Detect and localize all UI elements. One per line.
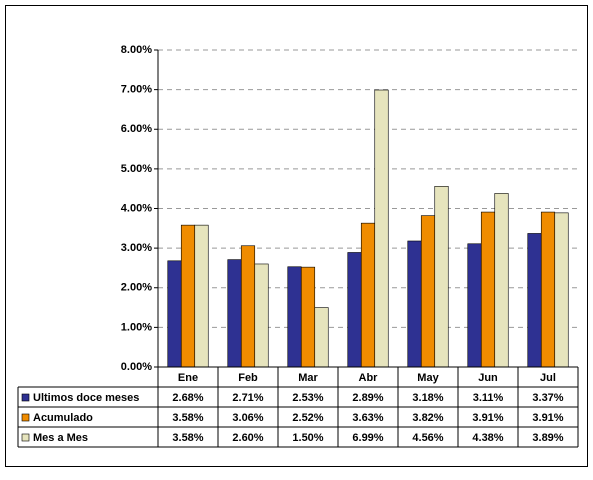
bar (420, 215, 436, 368)
value-label: 2.60% (232, 432, 263, 444)
bar (194, 224, 209, 368)
value-label: 3.63% (352, 412, 383, 424)
y-tick-label: 6.00% (121, 123, 152, 135)
y-tick-label: 1.00% (121, 321, 152, 333)
bar (227, 259, 242, 368)
bar (480, 211, 496, 368)
bar (407, 240, 422, 368)
value-label: 3.11% (473, 392, 504, 404)
value-label: 3.58% (172, 412, 203, 424)
bar (314, 307, 329, 368)
value-label: 3.18% (412, 392, 443, 404)
x-tick-label: Abr (359, 372, 379, 384)
y-tick-label: 7.00% (121, 84, 152, 96)
y-tick-label: 4.00% (121, 202, 152, 214)
y-tick-label: 0.00% (121, 361, 152, 373)
value-label: 4.56% (412, 432, 443, 444)
value-label: 4.38% (472, 432, 503, 444)
legend-swatch (21, 393, 30, 402)
legend-swatch (21, 413, 30, 422)
legend-swatch (21, 433, 30, 442)
bar (360, 222, 376, 368)
y-tick-label: 2.00% (121, 282, 152, 294)
value-label: 2.52% (292, 412, 323, 424)
bar (554, 212, 569, 368)
bar (240, 245, 256, 368)
bar (494, 193, 509, 368)
bar (347, 252, 362, 368)
value-label: 3.91% (532, 412, 563, 424)
x-tick-label: Jul (540, 372, 556, 384)
value-label: 3.82% (412, 412, 443, 424)
value-label: 3.37% (532, 392, 563, 404)
value-label: 2.71% (232, 392, 263, 404)
x-tick-label: Ene (178, 372, 198, 384)
y-tick-label: 3.00% (121, 242, 152, 254)
y-tick-label: 5.00% (121, 163, 152, 175)
y-tick-label: 8.00% (121, 44, 152, 56)
value-label: 2.89% (352, 392, 383, 404)
x-tick-label: May (417, 372, 439, 384)
bar (467, 243, 482, 368)
value-label: 6.99% (352, 432, 383, 444)
bar (167, 260, 182, 368)
bar (300, 266, 316, 368)
value-label: 2.68% (172, 392, 203, 404)
bar (540, 211, 556, 368)
bar (374, 89, 389, 368)
value-label: 3.06% (232, 412, 263, 424)
x-tick-label: Mar (298, 372, 318, 384)
value-label: 2.53% (292, 392, 323, 404)
bar (180, 224, 196, 368)
x-tick-label: Jun (478, 372, 498, 384)
bar (434, 186, 449, 368)
bar (287, 266, 302, 368)
value-label: 1.50% (292, 432, 323, 444)
legend-label: Acumulado (33, 412, 93, 424)
bar (254, 263, 269, 368)
legend-label: Ultimos doce meses (33, 392, 139, 404)
value-label: 3.58% (172, 432, 203, 444)
bar (527, 233, 542, 368)
value-label: 3.89% (532, 432, 563, 444)
legend-label: Mes a Mes (33, 432, 88, 444)
x-tick-label: Feb (238, 372, 258, 384)
value-label: 3.91% (472, 412, 503, 424)
